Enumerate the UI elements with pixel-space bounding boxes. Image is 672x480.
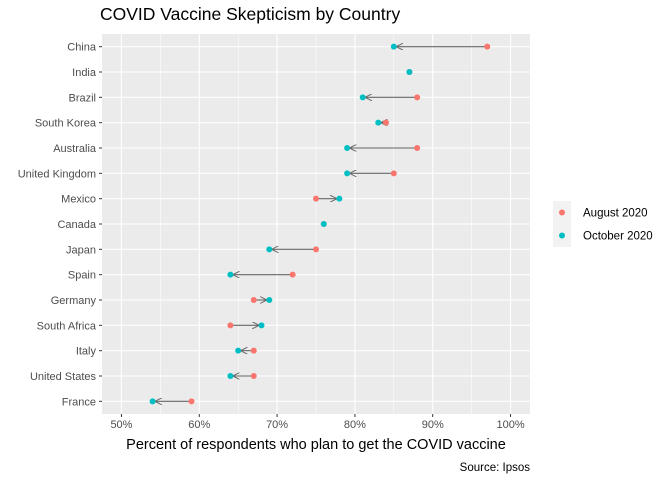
y-tick-label: Spain — [68, 270, 96, 282]
x-tick-label: 80% — [344, 419, 366, 431]
point-august-2020 — [390, 170, 397, 177]
point-october-2020 — [344, 170, 351, 177]
x-tick-label: 90% — [422, 419, 444, 431]
point-august-2020 — [313, 246, 319, 253]
y-tick-label: United States — [30, 371, 97, 383]
point-october-2020 — [266, 246, 273, 253]
point-october-2020 — [227, 373, 234, 379]
point-october-2020 — [266, 297, 273, 303]
y-tick-label: Japan — [66, 244, 96, 256]
point-august-2020 — [250, 347, 257, 354]
y-tick-label: France — [62, 396, 96, 408]
point-october-2020 — [359, 94, 366, 101]
grid-lines — [102, 34, 530, 414]
y-tick-label: Brazil — [68, 92, 96, 104]
x-tick-label: 100% — [496, 419, 524, 431]
x-tick-label: 50% — [110, 419, 132, 431]
point-october-2020 — [336, 195, 343, 202]
point-august-2020 — [414, 94, 421, 101]
y-tick-label: Germany — [51, 295, 97, 307]
point-october-2020 — [375, 119, 382, 126]
y-tick-label: South Africa — [37, 320, 97, 332]
y-tick-label: Italy — [76, 346, 97, 358]
point-august-2020 — [289, 271, 296, 278]
y-tick-label: Australia — [53, 143, 97, 155]
legend-swatch — [559, 209, 565, 216]
point-august-2020 — [313, 195, 319, 202]
point-august-2020 — [414, 145, 421, 151]
point-october-2020 — [344, 145, 351, 151]
y-tick-label: India — [72, 67, 97, 79]
point-august-2020 — [484, 43, 491, 50]
chart-caption: Source: Ipsos — [460, 462, 531, 474]
point-october-2020 — [227, 271, 234, 278]
data-points — [149, 43, 491, 405]
y-tick-label: United Kingdom — [18, 168, 96, 180]
point-august-2020 — [250, 373, 257, 379]
point-october-2020 — [149, 398, 156, 405]
x-axis-label: Percent of respondents who plan to get t… — [126, 437, 506, 453]
legend-label: October 2020 — [583, 231, 653, 243]
point-august-2020 — [383, 119, 390, 126]
y-tick-label: Canada — [57, 219, 96, 231]
point-october-2020 — [320, 221, 327, 227]
point-august-2020 — [227, 322, 234, 329]
y-tick-label: South Korea — [35, 118, 97, 130]
legend-label: August 2020 — [583, 208, 648, 220]
x-tick-label: 70% — [266, 419, 288, 431]
point-august-2020 — [250, 297, 257, 303]
y-tick-label: Mexico — [61, 194, 96, 206]
legend-swatch — [559, 232, 565, 239]
point-october-2020 — [390, 43, 397, 50]
legend: August 2020 October 2020 — [553, 201, 653, 247]
y-axis-tick-labels: China India Brazil South Korea Australia Unit… — [18, 42, 102, 408]
x-tick-label: 60% — [188, 419, 210, 431]
point-october-2020 — [258, 322, 265, 329]
x-axis-tick-labels: 50% 60% 70% 80% 90% 100% — [110, 414, 525, 431]
y-tick-label: China — [67, 42, 97, 54]
point-october-2020 — [235, 347, 242, 354]
point-october-2020 — [406, 69, 413, 75]
chart-title: COVID Vaccine Skepticism by Country — [100, 4, 400, 24]
point-august-2020 — [188, 398, 195, 405]
change-arrows — [156, 47, 488, 402]
